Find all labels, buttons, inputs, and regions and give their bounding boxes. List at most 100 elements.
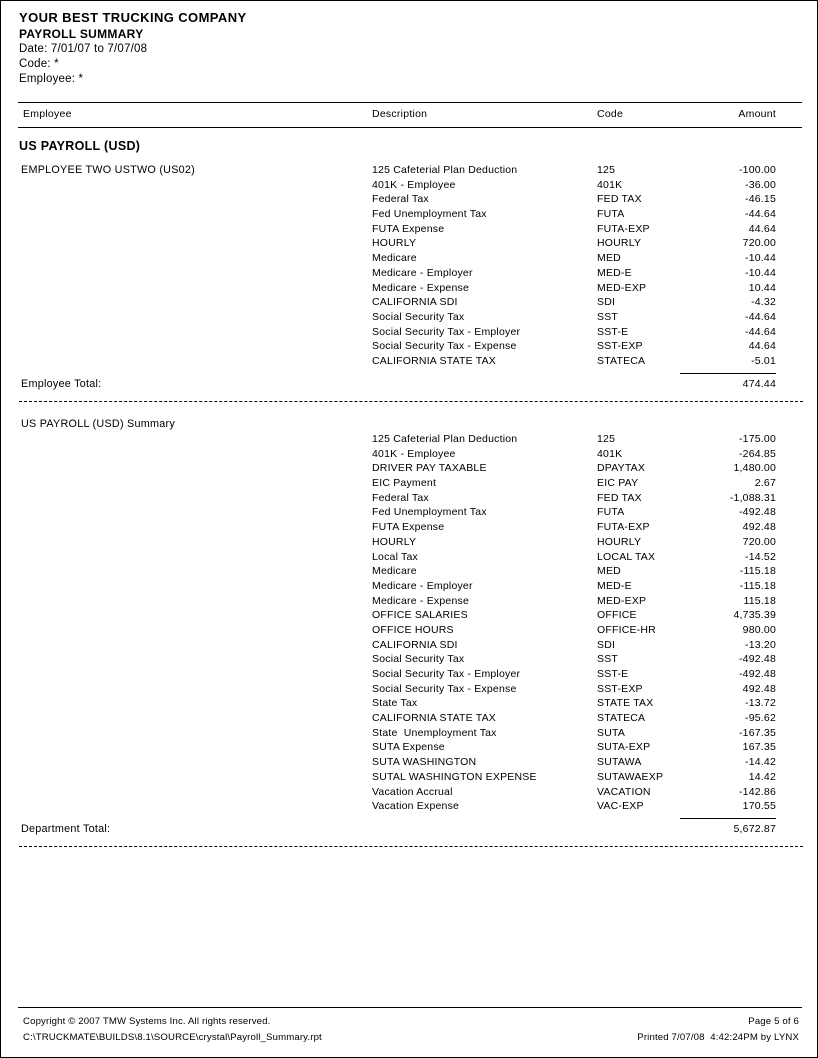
row-description: SUTA WASHINGTON — [372, 756, 477, 769]
company-name: YOUR BEST TRUCKING COMPANY — [19, 10, 247, 25]
row-amount: -13.72 — [745, 697, 776, 710]
row-amount: -167.35 — [738, 726, 776, 739]
row-code: FUTA-EXP — [597, 521, 650, 534]
row-amount: -492.48 — [738, 668, 776, 680]
table-row: CALIFORNIA STATE TAX STATECA -5.01 — [1, 354, 817, 370]
table-row: DRIVER PAY TAXABLE DPAYTAX 1,480.00 — [1, 462, 817, 477]
row-description: State Unemployment Tax — [372, 726, 497, 739]
row-description: 401K - Employee — [372, 447, 456, 460]
department-total-amount: 5,672.87 — [733, 823, 776, 835]
section-separator-2 — [19, 846, 803, 847]
table-row: Fed Unemployment Tax FUTA -492.48 — [1, 506, 817, 521]
row-description: Social Security Tax — [372, 653, 465, 666]
date-parameter: Date: 7/01/07 to 7/07/08 — [19, 43, 148, 55]
row-code: STATE TAX — [597, 697, 654, 710]
row-code: 401K — [597, 447, 623, 460]
table-row: EIC Payment EIC PAY 2.67 — [1, 477, 817, 492]
row-amount: 14.42 — [748, 770, 776, 783]
row-description: CALIFORNIA SDI — [372, 296, 458, 309]
row-code: FUTA — [597, 506, 625, 519]
table-row: FUTA Expense FUTA-EXP 44.64 — [1, 222, 817, 238]
row-description: Medicare — [372, 565, 417, 578]
row-amount: 115.18 — [743, 594, 776, 607]
row-amount: -14.52 — [745, 550, 776, 563]
row-description: Medicare — [372, 252, 417, 265]
column-header-rule-top — [18, 102, 802, 103]
table-row: CALIFORNIA SDI SDI -13.20 — [1, 638, 817, 654]
row-description: HOURLY — [372, 535, 417, 548]
row-description: Fed Unemployment Tax — [372, 506, 487, 519]
summary-detail-rows: 125 Cafeterial Plan Deduction 125 -175.00 4… — [1, 433, 817, 815]
row-description: Federal Tax — [372, 491, 429, 504]
row-code: SST-E — [597, 325, 629, 338]
employee-total-label: Employee Total: — [21, 378, 102, 390]
row-amount: -36.00 — [745, 178, 776, 191]
footer-copyright: Copyright © 2007 TMW Systems Inc. All ri… — [23, 1016, 271, 1027]
footer-printed-info: Printed 7/07/08 4:42:24PM by LYNX — [637, 1032, 799, 1043]
row-description: 125 Cafeterial Plan Deduction — [372, 164, 518, 176]
row-amount: 44.64 — [748, 222, 776, 235]
row-code: MED-EXP — [597, 594, 647, 607]
row-description: Medicare - Expense — [372, 594, 469, 607]
row-description: FUTA Expense — [372, 521, 445, 534]
row-amount: 980.00 — [742, 623, 776, 636]
row-amount: -95.62 — [745, 712, 776, 725]
row-code: VAC-EXP — [597, 800, 644, 813]
row-code: OFFICE — [597, 609, 637, 622]
footer-report-path: C:\TRUCKMATE\BUILDS\8.1\SOURCE\crystal\P… — [23, 1032, 322, 1043]
row-description: Vacation Accrual — [372, 785, 453, 798]
group-title-us-payroll: US PAYROLL (USD) — [19, 139, 141, 153]
row-amount: 2.67 — [754, 477, 776, 490]
row-code: SST — [597, 310, 619, 323]
report-header: YOUR BEST TRUCKING COMPANY PAYROLL SUMMA… — [19, 10, 619, 87]
row-description: Social Security Tax - Expense — [372, 340, 517, 353]
row-amount: -14.42 — [745, 756, 776, 769]
table-row: 125 Cafeterial Plan Deduction 125 -100.00 — [1, 164, 817, 179]
row-amount: -46.15 — [745, 193, 776, 206]
row-amount: -10.44 — [745, 266, 776, 279]
row-description: 401K - Employee — [372, 178, 456, 191]
summary-label: US PAYROLL (USD) Summary — [21, 418, 175, 430]
row-description: HOURLY — [372, 237, 417, 250]
table-row: HOURLY HOURLY 720.00 — [1, 237, 817, 252]
footer-page-number: Page 5 of 6 — [748, 1016, 799, 1027]
row-amount: -1,088.31 — [729, 491, 776, 504]
table-row: Vacation Expense VAC-EXP 170.55 — [1, 800, 817, 815]
table-row: CALIFORNIA STATE TAX STATECA -95.62 — [1, 712, 817, 727]
employee-total-amount: 474.44 — [742, 378, 776, 390]
row-description: Federal Tax — [372, 193, 429, 206]
row-amount: -44.64 — [745, 208, 776, 221]
department-total-rule — [680, 818, 776, 819]
row-code: 125 — [597, 433, 616, 445]
table-row: CALIFORNIA SDI SDI -4.32 — [1, 296, 817, 311]
row-code: MED-E — [597, 266, 632, 279]
table-row: SUTAL WASHINGTON EXPENSE SUTAWAEXP 14.42 — [1, 770, 817, 786]
table-row: State Tax STATE TAX -13.72 — [1, 697, 817, 712]
row-description: Local Tax — [372, 550, 418, 563]
column-header-amount: Amount — [738, 108, 776, 120]
row-description: CALIFORNIA SDI — [372, 638, 458, 651]
row-code: 401K — [597, 178, 623, 191]
section-separator-1 — [19, 401, 803, 402]
table-row: Local Tax LOCAL TAX -14.52 — [1, 550, 817, 566]
table-row: 401K - Employee 401K -264.85 — [1, 447, 817, 463]
row-code: STATECA — [597, 712, 646, 725]
row-amount: 1,480.00 — [733, 462, 776, 475]
table-row: 125 Cafeterial Plan Deduction 125 -175.00 — [1, 433, 817, 448]
row-code: HOURLY — [597, 237, 642, 250]
row-amount: 44.64 — [748, 340, 776, 353]
row-description: Social Security Tax — [372, 310, 465, 323]
row-code: STATECA — [597, 354, 646, 367]
row-code: FUTA-EXP — [597, 222, 650, 235]
column-header-employee: Employee — [23, 108, 72, 120]
row-description: Social Security Tax - Employer — [372, 325, 521, 338]
row-code: HOURLY — [597, 535, 642, 548]
row-code: SUTA-EXP — [597, 741, 651, 754]
table-row: OFFICE HOURS OFFICE-HR 980.00 — [1, 623, 817, 639]
row-code: FED TAX — [597, 491, 642, 504]
row-amount: 492.48 — [742, 521, 776, 534]
table-row: Fed Unemployment Tax FUTA -44.64 — [1, 208, 817, 223]
row-amount: 4,735.39 — [733, 609, 776, 622]
row-code: FUTA — [597, 208, 625, 221]
employee-total-rule — [680, 373, 776, 374]
